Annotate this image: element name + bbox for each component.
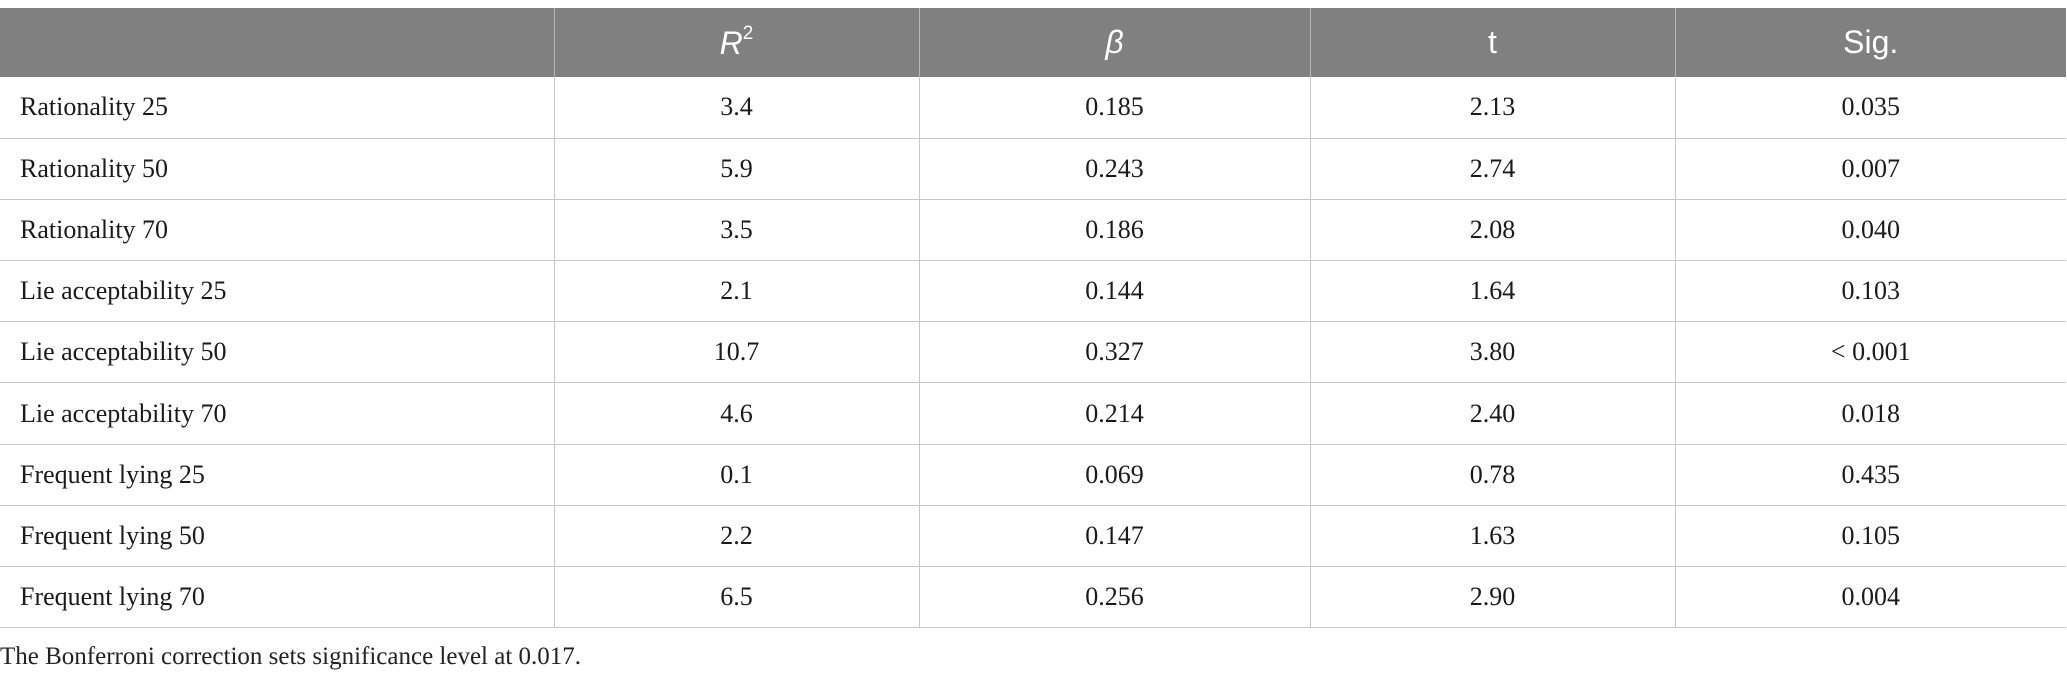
cell-sig: 0.105 — [1675, 505, 2066, 568]
table-row: Lie acceptability 70 4.6 0.214 2.40 0.018 — [0, 382, 2066, 445]
cell-variable: Frequent lying 25 — [0, 444, 555, 506]
cell-t: 2.08 — [1310, 199, 1676, 262]
cell-r-squared: 2.1 — [554, 260, 920, 323]
cell-sig: 0.007 — [1675, 138, 2066, 200]
cell-t: 2.90 — [1310, 566, 1676, 629]
cell-beta: 0.147 — [919, 505, 1311, 568]
cell-r-squared: 0.1 — [554, 444, 920, 506]
cell-variable: Lie acceptability 50 — [0, 321, 555, 384]
cell-t: 1.63 — [1310, 505, 1676, 568]
table-row: Frequent lying 70 6.5 0.256 2.90 0.004 — [0, 566, 2066, 629]
cell-beta: 0.186 — [919, 199, 1311, 262]
cell-r-squared: 5.9 — [554, 138, 920, 200]
header-r-superscript: 2 — [742, 23, 754, 44]
table-row: Frequent lying 50 2.2 0.147 1.63 0.105 — [0, 505, 2066, 568]
cell-t: 1.64 — [1310, 260, 1676, 323]
cell-beta: 0.243 — [919, 138, 1311, 200]
header-variable — [0, 8, 555, 77]
cell-sig: 0.435 — [1675, 444, 2066, 506]
cell-sig: 0.035 — [1675, 77, 2066, 139]
table-row: Rationality 25 3.4 0.185 2.13 0.035 — [0, 77, 2066, 139]
results-table: R2 β t Sig. Rationality 25 3.4 0.185 2.13 0.… — [0, 8, 2066, 629]
table-footnote: The Bonferroni correction sets significa… — [0, 643, 582, 670]
cell-t: 2.40 — [1310, 382, 1676, 445]
header-row: R2 β t Sig. — [0, 8, 2066, 77]
cell-t: 0.78 — [1310, 444, 1676, 506]
cell-t: 2.13 — [1310, 77, 1676, 139]
cell-r-squared: 10.7 — [554, 321, 920, 384]
cell-t: 2.74 — [1310, 138, 1676, 200]
cell-t: 3.80 — [1310, 321, 1676, 384]
cell-sig: 0.018 — [1675, 382, 2066, 445]
cell-beta: 0.327 — [919, 321, 1311, 384]
table-body: Rationality 25 3.4 0.185 2.13 0.035 Rationali… — [0, 77, 2066, 629]
table-row: Rationality 70 3.5 0.186 2.08 0.040 — [0, 199, 2066, 262]
table-row: Frequent lying 25 0.1 0.069 0.78 0.435 — [0, 444, 2066, 506]
cell-variable: Frequent lying 50 — [0, 505, 555, 568]
cell-beta: 0.185 — [919, 77, 1311, 139]
cell-sig: 0.004 — [1675, 566, 2066, 629]
table-header: R2 β t Sig. — [0, 8, 2066, 77]
cell-beta: 0.144 — [919, 260, 1311, 323]
header-sig: Sig. — [1843, 24, 1899, 60]
cell-variable: Rationality 25 — [0, 77, 555, 139]
header-r-squared: R2 — [554, 8, 920, 77]
cell-beta: 0.256 — [919, 566, 1311, 629]
cell-variable: Frequent lying 70 — [0, 566, 555, 629]
cell-variable: Rationality 50 — [0, 138, 555, 200]
cell-r-squared: 3.4 — [554, 77, 920, 139]
cell-variable: Lie acceptability 25 — [0, 260, 555, 323]
cell-beta: 0.069 — [919, 444, 1311, 506]
cell-sig: < 0.001 — [1675, 321, 2066, 384]
cell-r-squared: 2.2 — [554, 505, 920, 568]
header-t: t — [1310, 8, 1676, 77]
table-row: Lie acceptability 25 2.1 0.144 1.64 0.103 — [0, 260, 2066, 323]
header-r-label: R — [719, 25, 743, 61]
header-beta: β — [919, 8, 1311, 77]
cell-beta: 0.214 — [919, 382, 1311, 445]
cell-r-squared: 6.5 — [554, 566, 920, 629]
cell-variable: Rationality 70 — [0, 199, 555, 262]
cell-sig: 0.103 — [1675, 260, 2066, 323]
cell-sig: 0.040 — [1675, 199, 2066, 262]
cell-r-squared: 4.6 — [554, 382, 920, 445]
table-row: Rationality 50 5.9 0.243 2.74 0.007 — [0, 138, 2066, 200]
table-row: Lie acceptability 50 10.7 0.327 3.80 < 0.001 — [0, 321, 2066, 384]
cell-r-squared: 3.5 — [554, 199, 920, 262]
cell-variable: Lie acceptability 70 — [0, 382, 555, 445]
